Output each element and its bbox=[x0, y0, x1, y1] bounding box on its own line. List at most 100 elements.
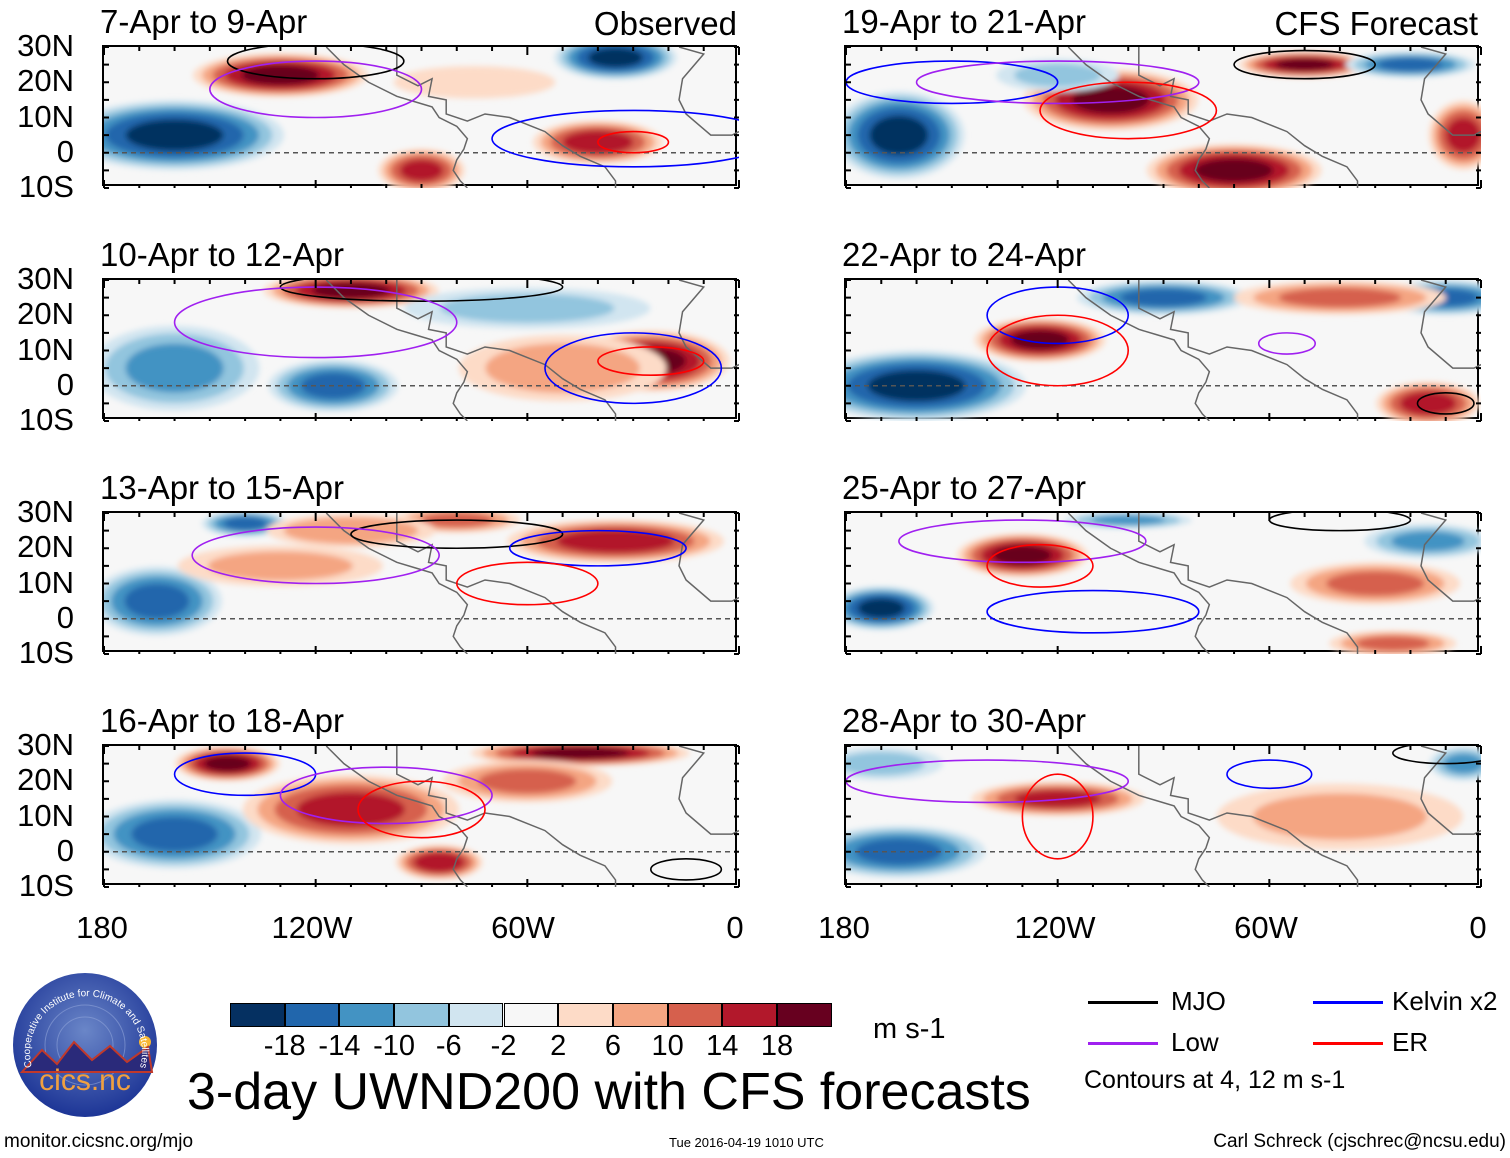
wind-anomaly-region bbox=[531, 747, 630, 759]
x-tick-label: 120W bbox=[1014, 910, 1096, 945]
er-contour bbox=[455, 561, 599, 606]
y-tick-label: 10N bbox=[17, 797, 74, 833]
low-contour bbox=[1257, 332, 1316, 355]
wind-anomaly-region bbox=[1194, 158, 1274, 183]
y-tick-label: 0 bbox=[56, 832, 74, 868]
coastline bbox=[1138, 513, 1359, 654]
wind-anomaly-region bbox=[867, 370, 966, 402]
er-contour bbox=[597, 130, 670, 154]
er-contour bbox=[1021, 773, 1094, 860]
panel-title: 10-Apr to 12-Apr bbox=[100, 236, 344, 273]
map-panel bbox=[844, 278, 1482, 422]
y-tick-label: 10S bbox=[18, 868, 74, 903]
coastline bbox=[325, 513, 469, 654]
colorbar-swatch bbox=[394, 1003, 449, 1027]
wind-anomaly-region bbox=[283, 517, 419, 545]
map-panel bbox=[844, 45, 1482, 189]
colorbar-label: 18 bbox=[760, 1030, 794, 1062]
low-contour bbox=[846, 759, 1129, 804]
colorbar-swatch bbox=[722, 1003, 777, 1027]
er-contour bbox=[986, 314, 1130, 387]
map-panel bbox=[102, 744, 740, 888]
kelvin-contour bbox=[508, 529, 687, 567]
coastline bbox=[1067, 746, 1211, 887]
y-tick-label: 20N bbox=[17, 762, 74, 798]
colorbar-swatch bbox=[284, 1003, 340, 1027]
y-tick-label: 20N bbox=[17, 63, 74, 99]
kelvin-contour bbox=[1226, 759, 1313, 790]
coastline bbox=[678, 746, 739, 835]
kelvin-contour bbox=[846, 60, 1059, 105]
wind-anomaly-region bbox=[207, 551, 353, 581]
wind-anomaly-region bbox=[588, 47, 643, 68]
low-contour bbox=[898, 519, 1147, 564]
legend-low-label: Low bbox=[1171, 1027, 1219, 1057]
wind-anomaly-region bbox=[855, 838, 943, 865]
legend-er-line bbox=[1313, 1042, 1383, 1045]
y-tick-label: 10S bbox=[18, 169, 74, 204]
kelvin-contour bbox=[491, 109, 739, 168]
wind-anomaly-region bbox=[223, 517, 267, 531]
colorbar-swatch bbox=[339, 1003, 395, 1027]
colorbar-label: -10 bbox=[373, 1030, 416, 1062]
map-svg bbox=[103, 745, 740, 888]
y-tick-label: 0 bbox=[56, 599, 74, 635]
coastline bbox=[1138, 280, 1359, 421]
coastline bbox=[678, 47, 739, 136]
wind-anomaly-region bbox=[1010, 330, 1070, 350]
wind-anomaly-region bbox=[556, 529, 675, 553]
coastline bbox=[678, 513, 739, 602]
map-panel bbox=[102, 278, 740, 422]
wind-anomaly-region bbox=[131, 816, 218, 852]
x-tick-label: 0 bbox=[1469, 910, 1487, 945]
wind-anomaly-region bbox=[440, 293, 615, 323]
forecast-label: CFS Forecast bbox=[1274, 5, 1478, 42]
wind-anomaly-region bbox=[125, 119, 224, 151]
wind-anomaly-region bbox=[124, 583, 190, 619]
coastline bbox=[325, 47, 469, 188]
er-contour bbox=[986, 543, 1094, 588]
map-svg bbox=[845, 745, 1482, 888]
wind-anomaly-region bbox=[1356, 636, 1430, 651]
y-tick-label: 30N bbox=[17, 727, 74, 762]
colorbar-units: m s-1 bbox=[873, 1013, 946, 1045]
mjo-contour bbox=[1416, 392, 1475, 415]
colorbar-swatch bbox=[612, 1003, 668, 1027]
coastline bbox=[396, 280, 617, 421]
y-tick-label: 0 bbox=[56, 366, 74, 402]
legend-note: Contours at 4, 12 m s-1 bbox=[1084, 1066, 1346, 1094]
y-tick-label: 10N bbox=[17, 98, 74, 134]
coastline bbox=[1138, 47, 1359, 188]
legend-mjo-line bbox=[1088, 1001, 1158, 1004]
wind-anomaly-region bbox=[1278, 287, 1402, 308]
x-tick-label: 0 bbox=[726, 910, 744, 945]
panel-title: 16-Apr to 18-Apr bbox=[100, 702, 344, 739]
mjo-contour bbox=[1268, 513, 1412, 532]
wind-anomaly-region bbox=[1120, 288, 1207, 307]
logo-text: cics.nc bbox=[39, 1064, 131, 1097]
panel-title: 13-Apr to 15-Apr bbox=[100, 469, 344, 506]
figure-title: 3-day UWND200 with CFS forecasts bbox=[187, 1063, 1031, 1121]
low-contour bbox=[209, 60, 423, 119]
coastline bbox=[1138, 746, 1359, 887]
low-contour bbox=[915, 60, 1200, 105]
map-svg bbox=[103, 512, 740, 655]
x-tick-label: 60W bbox=[1234, 910, 1298, 945]
colorbar-label: 2 bbox=[550, 1030, 567, 1062]
mjo-contour bbox=[350, 519, 564, 550]
panel-title: 7-Apr to 9-Apr bbox=[100, 3, 308, 40]
wind-anomaly-region bbox=[1091, 515, 1165, 525]
colorbar-label: -2 bbox=[490, 1030, 517, 1062]
coastline bbox=[325, 746, 469, 887]
coastline bbox=[1420, 280, 1481, 369]
low-contour bbox=[191, 526, 440, 585]
x-tick-label: 60W bbox=[491, 910, 555, 945]
colorbar-label: -14 bbox=[318, 1030, 361, 1062]
observed-label: Observed bbox=[593, 5, 737, 42]
wind-anomaly-region bbox=[414, 852, 465, 873]
footer-url[interactable]: monitor.cicsnc.org/mjo bbox=[4, 1131, 194, 1152]
low-contour bbox=[279, 766, 493, 825]
y-tick-label: 20N bbox=[17, 529, 74, 565]
wind-anomaly-region bbox=[1326, 571, 1425, 596]
kelvin-contour bbox=[986, 589, 1200, 634]
